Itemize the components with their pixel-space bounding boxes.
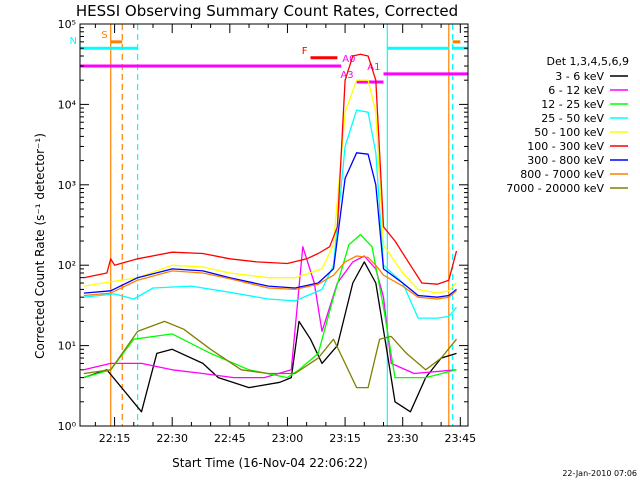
x-tick-label: 23:30 [387, 432, 419, 445]
legend-label-2: 6 - 12 keV [548, 84, 604, 97]
x-tick-label: 23:15 [329, 432, 361, 445]
plot-frame [79, 23, 469, 427]
series-line-3 [83, 233, 457, 379]
x-tick-label: 23:00 [272, 432, 304, 445]
series-line-7 [83, 152, 457, 298]
flag-label-f: F [302, 46, 308, 57]
legend-label-4: 25 - 50 keV [541, 112, 604, 125]
x-tick-label: 22:45 [214, 432, 246, 445]
legend-label-3: 12 - 25 keV [541, 98, 604, 111]
y-tick-label: 10² [58, 259, 76, 272]
flag-label-a0: A0 [342, 54, 355, 65]
y-tick-label: 10⁴ [58, 98, 77, 111]
x-tick-label: 23:45 [444, 432, 476, 445]
flag-label-a1: A1 [367, 62, 380, 73]
x-axis-label: Start Time (16-Nov-04 22:06:22) [172, 456, 368, 470]
series-line-9 [83, 320, 458, 389]
footer-timestamp: 22-Jan-2010 07:06 [562, 469, 637, 478]
legend-label-7: 300 - 800 keV [527, 154, 604, 167]
series-line-6 [83, 53, 458, 285]
series-line-8 [83, 255, 457, 300]
series-line-2 [83, 246, 457, 379]
y-tick-label: 10⁵ [58, 18, 76, 31]
legend-label-6: 100 - 300 keV [527, 140, 604, 153]
y-axis-label: Corrected Count Rate (s⁻¹ detector⁻¹) [33, 133, 47, 359]
series-line-1 [83, 261, 457, 413]
legend-title: Det 1,3,4,5,6,9 [546, 55, 629, 68]
chart-title: HESSI Observing Summary Count Rates, Cor… [76, 2, 458, 20]
y-tick-label: 10³ [58, 179, 76, 192]
legend-label-8: 800 - 7000 keV [520, 168, 604, 181]
legend-label-1: 3 - 6 keV [555, 70, 604, 83]
legend-label-9: 7000 - 20000 keV [506, 182, 604, 195]
flag-label-s: S [101, 30, 107, 41]
y-tick-label: 10¹ [58, 340, 76, 353]
flag-label-n: N [70, 36, 77, 47]
x-tick-label: 22:15 [99, 432, 131, 445]
series-line-4 [83, 109, 458, 319]
y-tick-label: 10⁰ [58, 420, 77, 433]
legend-label-5: 50 - 100 keV [534, 126, 604, 139]
x-tick-label: 22:30 [156, 432, 188, 445]
